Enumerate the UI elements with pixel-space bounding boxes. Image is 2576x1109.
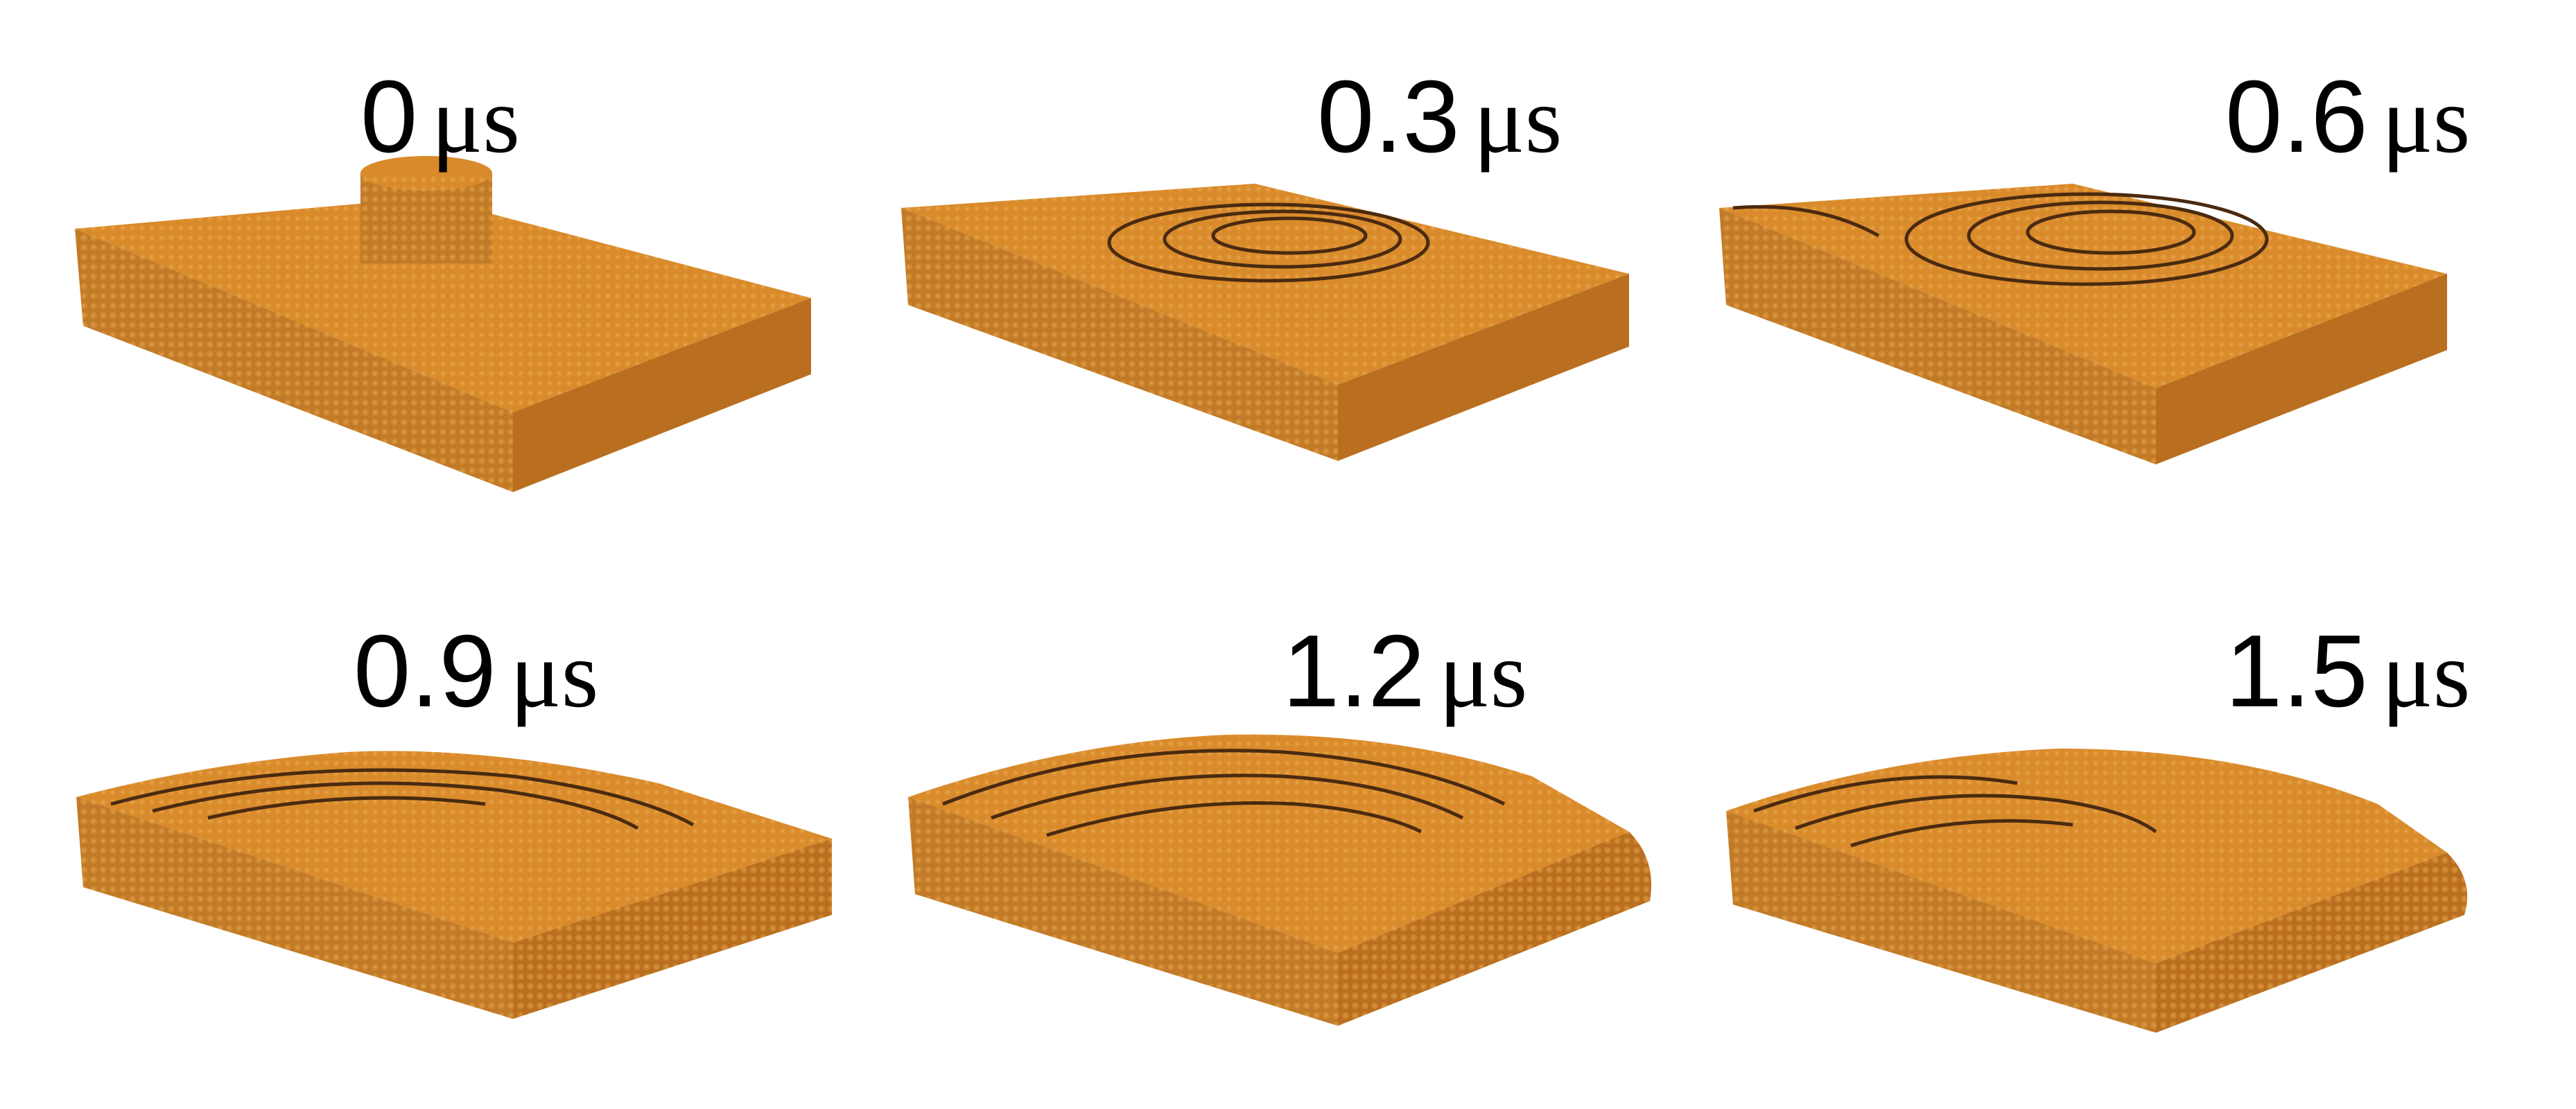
step-edges [1732, 192, 2269, 286]
panel-0-9us: 0.9 μs [69, 554, 867, 1109]
time-unit: μs [510, 621, 599, 727]
step-edges [1753, 775, 2157, 848]
slab-image [901, 184, 1629, 461]
slab-image [908, 734, 1651, 1026]
panel-0-6us: 0.6 μs [1712, 0, 2509, 554]
time-unit: μs [2381, 621, 2471, 727]
slab-with-pillar-image [75, 156, 811, 492]
time-label: 1.5 μs [2225, 620, 2470, 723]
time-value: 1.5 [2225, 614, 2368, 728]
time-value: 0 [360, 60, 418, 174]
step-edges [110, 768, 695, 830]
slab-image [1719, 184, 2447, 464]
panel-1-5us: 1.5 μs [1712, 554, 2509, 1109]
slab-front-face [2156, 274, 2447, 464]
time-value: 0.3 [1317, 60, 1460, 174]
step-edges [1107, 202, 1430, 283]
time-label: 0 μs [360, 66, 520, 168]
atom-texture [908, 734, 1651, 1026]
atom-texture [75, 198, 811, 492]
pillar-texture [360, 173, 492, 263]
time-unit: μs [1473, 67, 1563, 173]
atom-texture [76, 751, 832, 1019]
time-unit: μs [1438, 621, 1528, 727]
panel-0us: 0 μs [69, 0, 867, 554]
time-label: 1.2 μs [1282, 620, 1527, 723]
time-value: 0.6 [2225, 60, 2368, 174]
slab-front-face [1338, 274, 1629, 461]
atom-texture [901, 184, 1629, 461]
step-edges [942, 749, 1506, 837]
panel-0-3us: 0.3 μs [894, 0, 1691, 554]
time-unit: μs [431, 67, 521, 173]
atom-texture [1726, 749, 2468, 1033]
slab-front-face [513, 298, 811, 492]
time-label: 0.3 μs [1317, 66, 1562, 168]
panel-1-2us: 1.2 μs [894, 554, 1691, 1109]
slab-image [76, 751, 832, 1019]
time-value: 0.9 [354, 614, 496, 728]
time-label: 0.9 μs [354, 620, 598, 723]
time-unit: μs [2381, 67, 2471, 173]
slab-image [1726, 749, 2468, 1033]
time-value: 1.2 [1282, 614, 1425, 728]
atom-texture [1719, 184, 2447, 464]
time-label: 0.6 μs [2225, 66, 2470, 168]
